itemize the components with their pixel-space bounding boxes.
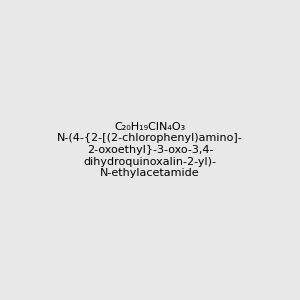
Text: C₂₀H₁₉ClN₄O₃
N-(4-{2-[(2-chlorophenyl)amino]-
2-oxoethyl}-3-oxo-3,4-
dihydroquin: C₂₀H₁₉ClN₄O₃ N-(4-{2-[(2-chlorophenyl)am… (57, 122, 243, 178)
